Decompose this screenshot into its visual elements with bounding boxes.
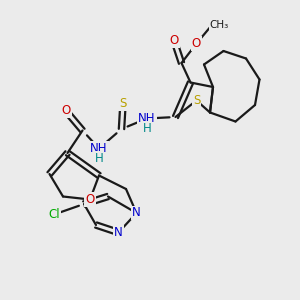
- Text: H: H: [142, 122, 152, 135]
- Text: CH₃: CH₃: [209, 20, 229, 31]
- Text: N: N: [114, 226, 123, 239]
- Text: Cl: Cl: [48, 208, 60, 221]
- Text: NH: NH: [138, 112, 156, 125]
- Text: O: O: [61, 104, 70, 118]
- Text: S: S: [193, 94, 200, 107]
- Text: S: S: [119, 97, 127, 110]
- Text: O: O: [169, 34, 178, 47]
- Text: H: H: [94, 152, 103, 165]
- Text: N: N: [132, 206, 141, 220]
- Text: O: O: [192, 37, 201, 50]
- Text: O: O: [85, 193, 94, 206]
- Text: NH: NH: [90, 142, 108, 155]
